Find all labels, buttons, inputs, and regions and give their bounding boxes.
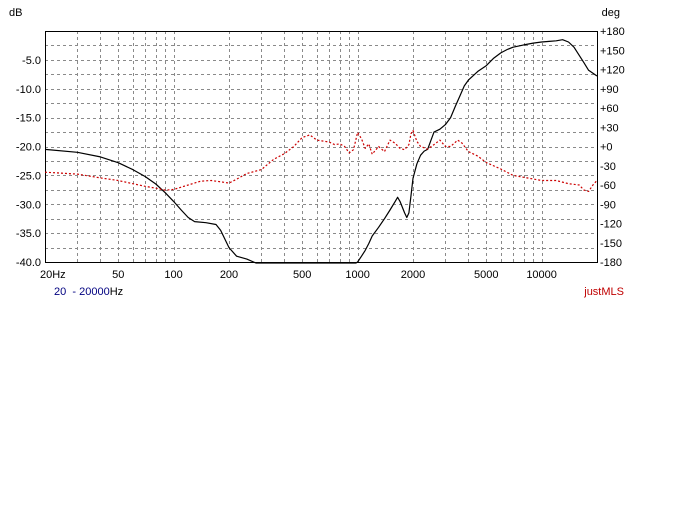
left-tick-label: -5.0 — [22, 55, 41, 67]
frequency-range: 20 - 20000Hz — [54, 286, 123, 298]
x-tick-label: 50 — [112, 269, 124, 281]
right-tick-label: +120 — [600, 65, 625, 77]
right-tick-label: +150 — [600, 45, 625, 57]
x-tick-label: 1000 — [345, 269, 369, 281]
right-tick-label: -30 — [600, 161, 616, 173]
left-tick-label: -10.0 — [16, 84, 41, 96]
range-start: 20 — [54, 286, 67, 298]
right-tick-label: +0 — [600, 142, 613, 154]
x-tick-label: 20Hz — [40, 269, 66, 281]
range-separator: - — [72, 286, 77, 298]
left-tick-label: -35.0 — [16, 228, 41, 240]
range-end: 20000 — [79, 286, 110, 298]
series-group — [44, 39, 598, 264]
x-tick-label: 10000 — [526, 269, 557, 281]
right-tick-label: +180 — [600, 26, 625, 38]
left-tick-label: -20.0 — [16, 142, 41, 154]
right-tick-label: -180 — [600, 257, 622, 269]
x-tick-label: 2000 — [401, 269, 425, 281]
left-axis-label: dB — [9, 7, 22, 19]
right-tick-label: -60 — [600, 180, 616, 192]
left-tick-label: -40.0 — [16, 257, 41, 269]
x-tick-label: 200 — [220, 269, 238, 281]
left-tick-label: -15.0 — [16, 113, 41, 125]
x-tick-labels: 20Hz 50 100 200 500 1000 2000 5000 10000 — [40, 269, 557, 281]
right-tick-label: +60 — [600, 103, 619, 115]
left-tick-label: -30.0 — [16, 199, 41, 211]
left-tick-label: -25.0 — [16, 170, 41, 182]
right-tick-label: +30 — [600, 122, 619, 134]
left-tick-labels: -5.0 -10.0 -15.0 -20.0 -25.0 -30.0 -35.0 -40.0 — [16, 55, 41, 269]
x-tick-label: 500 — [293, 269, 311, 281]
range-unit: Hz — [109, 286, 124, 298]
vertical-gridlines — [77, 31, 543, 262]
horizontal-gridlines — [45, 45, 597, 249]
right-axis-label: deg — [602, 7, 620, 19]
right-tick-labels: +180 +150 +120 +90 +60 +30 +0 -30 -60 -90 -120 -150… — [600, 26, 625, 269]
brand-label: justMLS — [584, 286, 624, 298]
phase-curve — [44, 129, 598, 192]
right-tick-label: -120 — [600, 219, 622, 231]
right-tick-label: +90 — [600, 84, 619, 96]
magnitude-curve — [44, 39, 598, 264]
right-tick-label: -90 — [600, 199, 616, 211]
right-tick-label: -150 — [600, 238, 622, 250]
x-tick-label: 100 — [164, 269, 182, 281]
x-tick-label: 5000 — [474, 269, 498, 281]
plot-area — [45, 31, 597, 262]
